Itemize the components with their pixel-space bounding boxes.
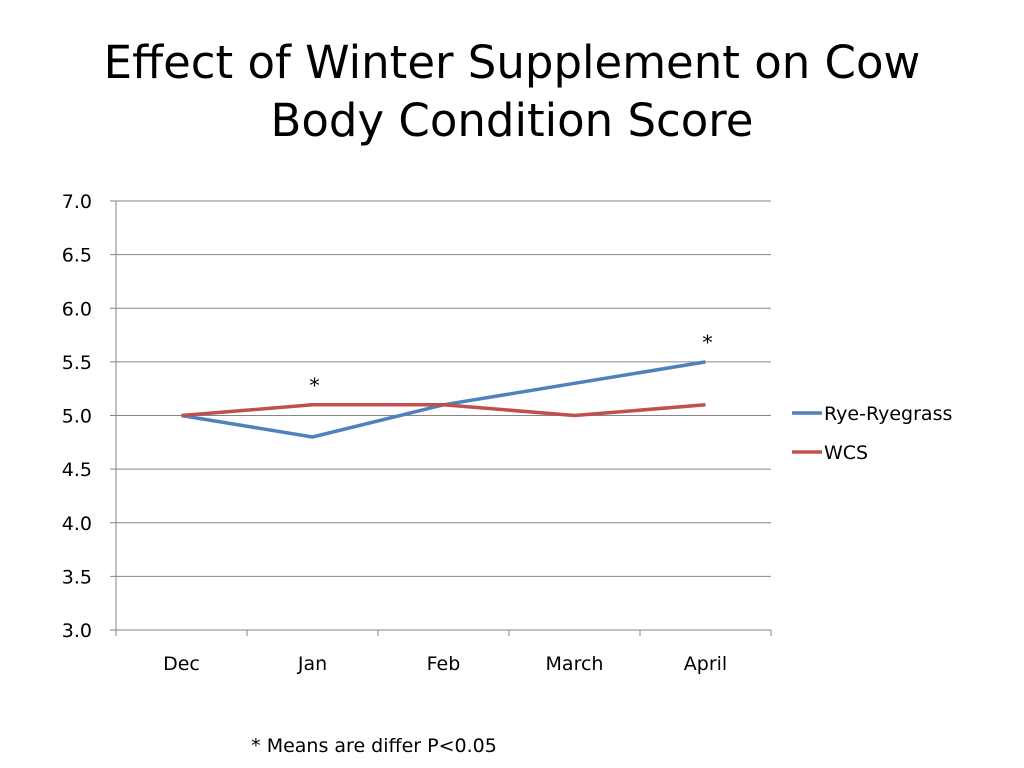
y-tick-label: 6.0 [62,298,92,320]
x-tick-label: Feb [427,653,461,675]
y-tick-label: 6.5 [62,245,92,267]
y-tick-label: 3.0 [62,620,92,642]
y-axis: 3.0 3.5 4.0 4.5 5.0 5.5 6.0 6.5 7.0 [62,191,117,642]
x-tick-label: Jan [297,653,327,675]
slide-title: Effect of Winter Supplement on Cow Body … [103,36,921,147]
y-tick-label: 5.5 [62,352,92,374]
series-line-wcs [181,403,706,418]
legend-label: Rye-Ryegrass [824,403,952,425]
legend: Rye-Ryegrass WCS [792,403,952,464]
legend-label: WCS [824,442,868,464]
series-lines [181,360,706,439]
y-tick-label: 3.5 [62,566,92,588]
x-tick-label: March [546,653,604,675]
annotations: ** [310,330,713,397]
y-tick-label: 5.0 [62,406,92,428]
x-axis: Dec Jan Feb March April [115,629,772,675]
significance-marker: * [703,330,713,354]
x-tick-label: April [684,653,727,675]
footnote: * Means are differ P<0.05 [251,735,497,757]
y-tick-label: 4.5 [62,459,92,481]
x-tick-label: Dec [163,653,200,675]
series-line-rye-ryegrass [181,360,706,439]
y-tick-label: 7.0 [62,191,92,213]
y-tick-label: 4.0 [62,513,92,535]
significance-marker: * [310,373,320,397]
gridlines [116,200,771,631]
